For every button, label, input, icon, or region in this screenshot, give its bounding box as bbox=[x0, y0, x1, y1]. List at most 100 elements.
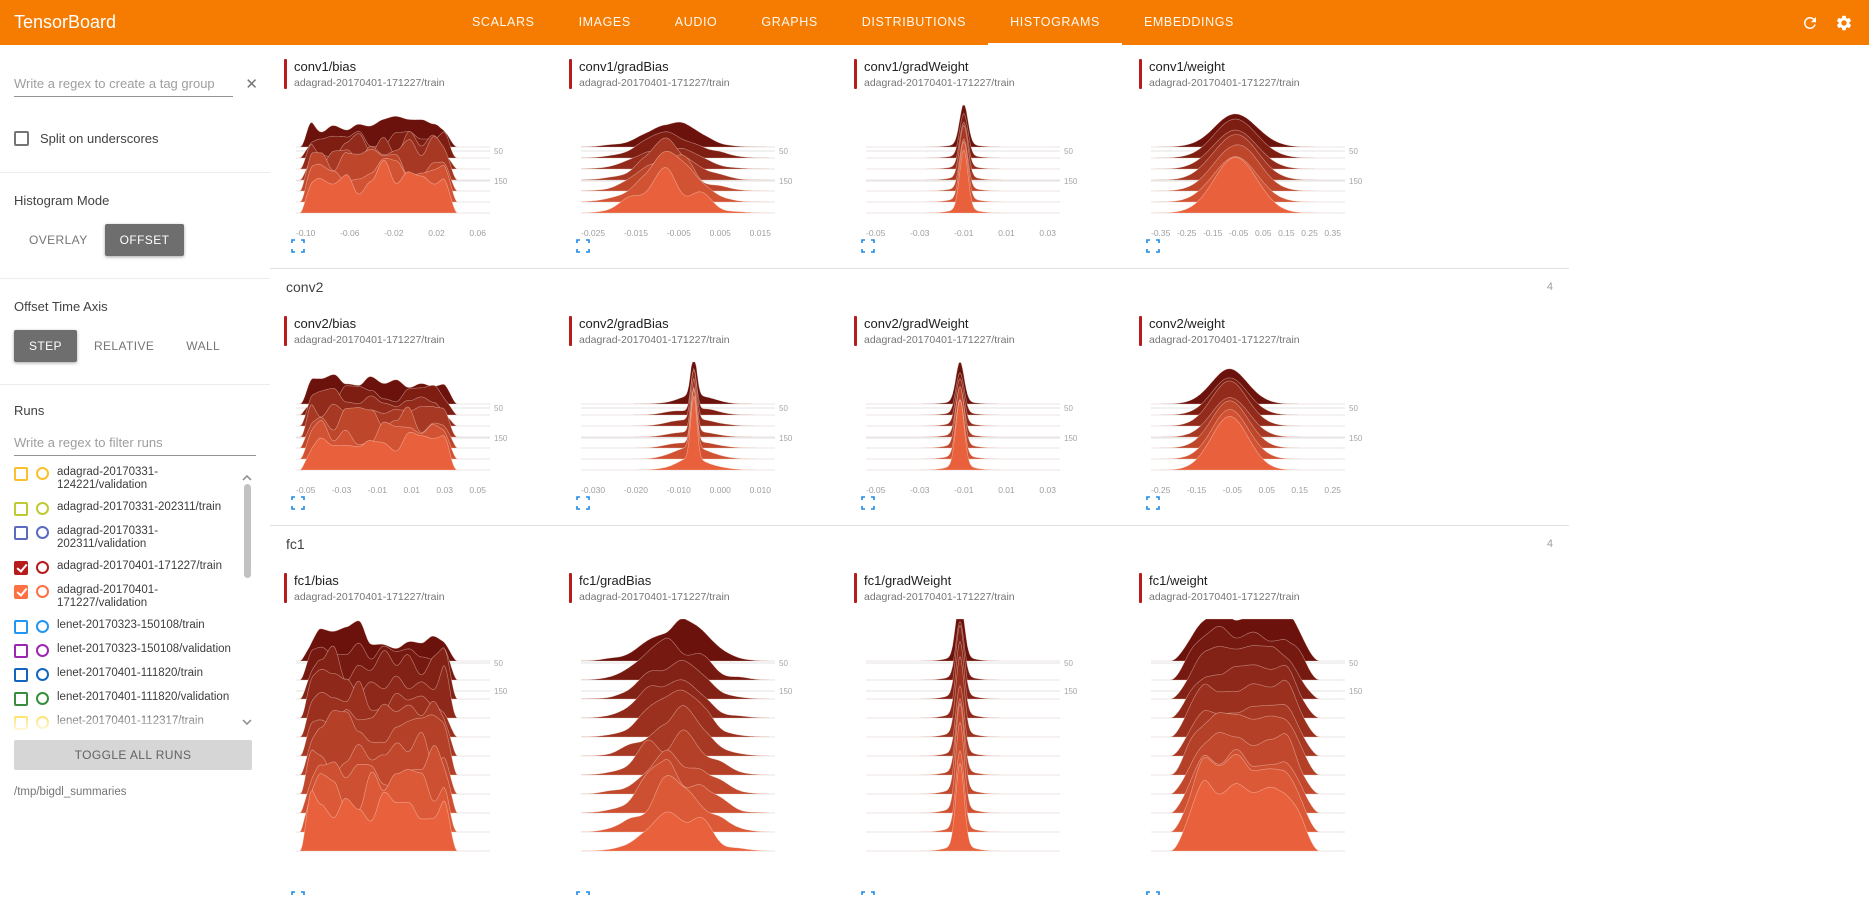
tab-scalars[interactable]: SCALARS bbox=[472, 14, 535, 29]
fullscreen-icon[interactable] bbox=[576, 891, 590, 897]
run-item[interactable]: adagrad-20170331-202311/train bbox=[0, 497, 270, 521]
x-tick-label: 0.015 bbox=[749, 228, 771, 238]
histogram-plot[interactable]: 50 150 bbox=[296, 103, 510, 227]
run-checkbox[interactable] bbox=[14, 561, 28, 575]
run-color-circle[interactable] bbox=[36, 561, 49, 574]
card-run-label: adagrad-20170401-171227/train bbox=[864, 591, 1015, 603]
histogram-plot[interactable]: 50 150 bbox=[581, 617, 795, 879]
histogram-plot[interactable]: 50 150 bbox=[1151, 103, 1365, 227]
fullscreen-icon[interactable] bbox=[861, 239, 875, 257]
fullscreen-icon[interactable] bbox=[861, 496, 875, 514]
wall-button[interactable]: WALL bbox=[171, 330, 235, 362]
fullscreen-icon[interactable] bbox=[1146, 239, 1160, 257]
run-item[interactable]: adagrad-20170331-202311/validation bbox=[0, 521, 270, 556]
fullscreen-icon[interactable] bbox=[291, 496, 305, 514]
run-item[interactable]: lenet-20170401-111820/train bbox=[0, 663, 270, 687]
run-label: lenet-20170323-150108/train bbox=[57, 619, 205, 631]
x-tick-label: -0.02 bbox=[384, 228, 404, 238]
x-tick-label: 0.01 bbox=[403, 485, 420, 495]
svg-text:150: 150 bbox=[1349, 687, 1363, 696]
step-button[interactable]: STEP bbox=[14, 330, 77, 362]
run-checkbox[interactable] bbox=[14, 585, 28, 599]
x-axis-labels bbox=[1151, 880, 1341, 891]
fullscreen-icon[interactable] bbox=[1146, 891, 1160, 897]
x-tick-label: -0.030 bbox=[581, 485, 606, 495]
tag-group-header[interactable]: fc1 4 bbox=[270, 526, 1569, 562]
tag-group-header[interactable]: conv2 4 bbox=[270, 269, 1569, 305]
run-color-circle[interactable] bbox=[36, 692, 49, 705]
tab-embeddings[interactable]: EMBEDDINGS bbox=[1143, 14, 1234, 29]
close-icon[interactable]: ✕ bbox=[245, 75, 258, 93]
run-item[interactable]: adagrad-20170331-124221/validation bbox=[0, 462, 270, 497]
fullscreen-icon[interactable] bbox=[576, 496, 590, 514]
x-tick-label: -0.03 bbox=[910, 228, 930, 238]
tag-group-count: 4 bbox=[1546, 538, 1553, 550]
card-run-label: adagrad-20170401-171227/train bbox=[579, 77, 730, 89]
app-title: TensorBoard bbox=[14, 12, 117, 32]
relative-button[interactable]: RELATIVE bbox=[79, 330, 169, 362]
run-color-circle[interactable] bbox=[36, 502, 49, 515]
run-color-bar bbox=[854, 316, 857, 346]
run-checkbox[interactable] bbox=[14, 467, 28, 481]
overlay-button[interactable]: OVERLAY bbox=[14, 224, 103, 256]
toggle-all-runs-button[interactable]: TOGGLE ALL RUNS bbox=[14, 740, 252, 770]
histogram-plot[interactable]: 50 150 bbox=[866, 617, 1080, 879]
histogram-plot[interactable]: 50 150 bbox=[581, 103, 795, 227]
run-item[interactable]: lenet-20170323-150108/validation bbox=[0, 639, 270, 663]
tab-graphs[interactable]: GRAPHS bbox=[761, 14, 818, 29]
histogram-plot[interactable]: 50 150 bbox=[1151, 360, 1365, 484]
run-item[interactable]: lenet-20170323-150108/train bbox=[0, 615, 270, 639]
run-color-circle[interactable] bbox=[36, 526, 49, 539]
x-tick-label: -0.05 bbox=[1222, 485, 1242, 495]
fullscreen-icon[interactable] bbox=[291, 891, 305, 897]
x-tick-label: 0.06 bbox=[469, 228, 486, 238]
fullscreen-icon[interactable] bbox=[291, 239, 305, 257]
svg-text:150: 150 bbox=[779, 687, 793, 696]
svg-text:50: 50 bbox=[1064, 147, 1073, 156]
histogram-plot[interactable]: 50 150 bbox=[1151, 617, 1365, 879]
run-checkbox[interactable] bbox=[14, 668, 28, 682]
histogram-plot[interactable]: 50 150 bbox=[296, 360, 510, 484]
card-run-label: adagrad-20170401-171227/train bbox=[864, 77, 1015, 89]
scrollbar-thumb[interactable] bbox=[244, 484, 251, 578]
tag-filter-input[interactable] bbox=[14, 71, 234, 97]
runs-filter-input[interactable] bbox=[14, 430, 256, 456]
run-item[interactable]: lenet-20170401-111820/validation bbox=[0, 687, 270, 711]
run-checkbox[interactable] bbox=[14, 692, 28, 706]
run-item[interactable]: adagrad-20170401-171227/train bbox=[0, 556, 270, 580]
svg-text:150: 150 bbox=[1349, 434, 1363, 443]
tag-group-name: fc1 bbox=[286, 536, 305, 552]
tab-distributions[interactable]: DISTRIBUTIONS bbox=[861, 14, 967, 29]
run-checkbox[interactable] bbox=[14, 502, 28, 516]
gear-icon[interactable] bbox=[1835, 14, 1853, 32]
tab-audio[interactable]: AUDIO bbox=[674, 14, 718, 29]
histogram-plot[interactable]: 50 150 bbox=[866, 360, 1080, 484]
run-color-circle[interactable] bbox=[36, 668, 49, 681]
x-tick-label: -0.03 bbox=[910, 485, 930, 495]
x-tick-label: -0.01 bbox=[954, 228, 974, 238]
x-tick-label: 0.01 bbox=[998, 228, 1015, 238]
split-underscores-checkbox[interactable] bbox=[14, 131, 29, 146]
fullscreen-icon[interactable] bbox=[1146, 496, 1160, 514]
run-checkbox[interactable] bbox=[14, 644, 28, 658]
run-checkbox[interactable] bbox=[14, 526, 28, 540]
split-underscores-row[interactable]: Split on underscores bbox=[0, 107, 270, 172]
run-item[interactable]: adagrad-20170401-171227/validation bbox=[0, 580, 270, 615]
tab-images[interactable]: IMAGES bbox=[578, 14, 631, 29]
run-checkbox[interactable] bbox=[14, 620, 28, 634]
fullscreen-icon[interactable] bbox=[861, 891, 875, 897]
offset-button[interactable]: OFFSET bbox=[104, 224, 185, 256]
run-color-circle[interactable] bbox=[36, 644, 49, 657]
refresh-icon[interactable] bbox=[1801, 14, 1819, 32]
run-color-circle[interactable] bbox=[36, 467, 49, 480]
run-color-circle[interactable] bbox=[36, 620, 49, 633]
chevron-down-icon[interactable] bbox=[242, 712, 252, 730]
histogram-plot[interactable]: 50 150 bbox=[296, 617, 510, 879]
histogram-plot[interactable]: 50 150 bbox=[581, 360, 795, 484]
chevron-up-icon[interactable] bbox=[242, 468, 252, 486]
run-color-circle[interactable] bbox=[36, 585, 49, 598]
x-tick-label: -0.35 bbox=[1151, 228, 1171, 238]
histogram-plot[interactable]: 50 150 bbox=[866, 103, 1080, 227]
tab-histograms[interactable]: HISTOGRAMS bbox=[988, 0, 1122, 45]
fullscreen-icon[interactable] bbox=[576, 239, 590, 257]
